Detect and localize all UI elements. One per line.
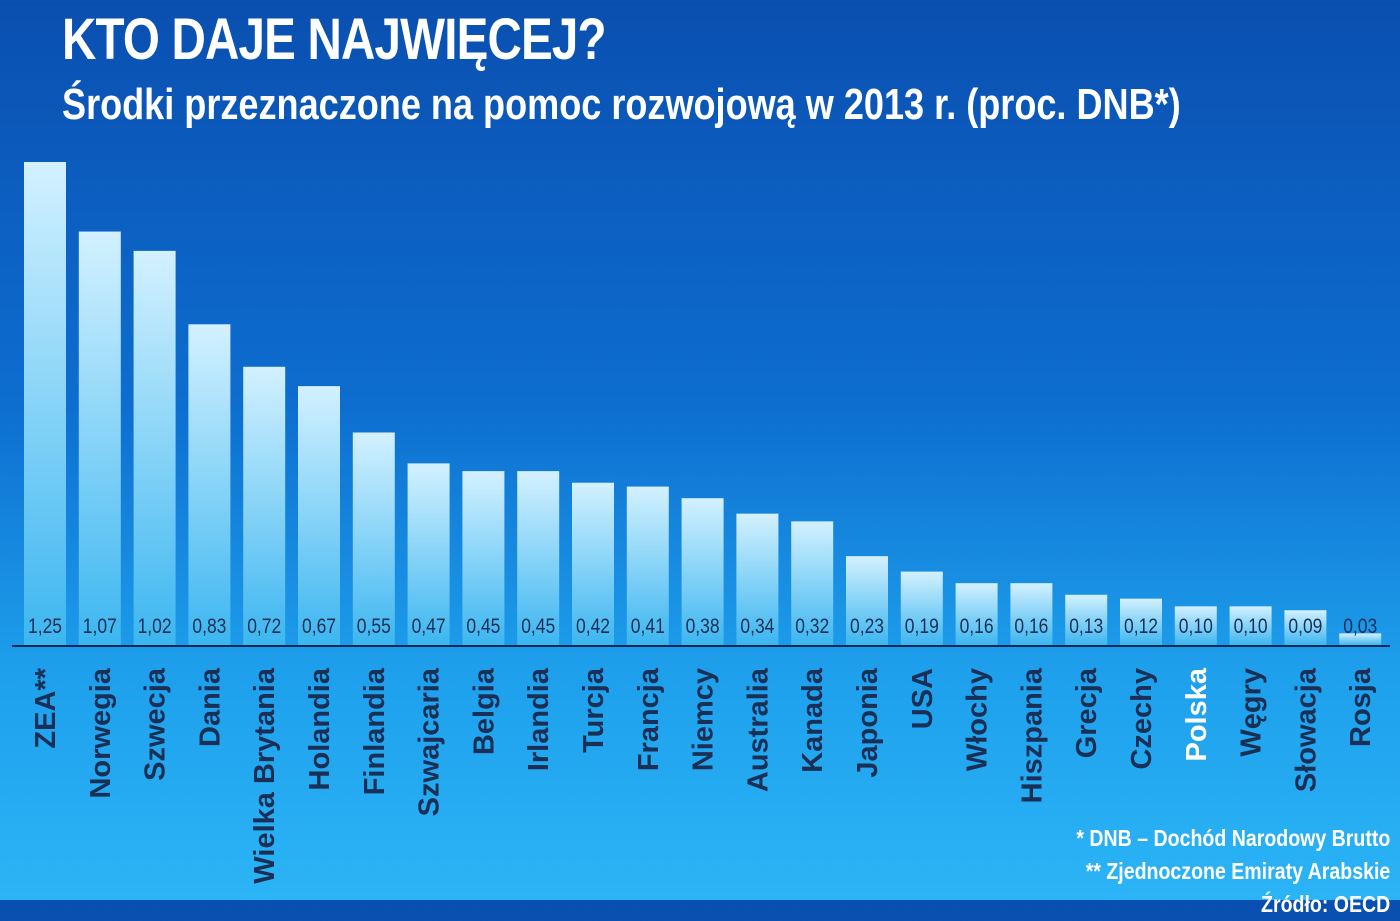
value-label: 0,23 xyxy=(850,615,884,638)
category-label: Niemcy xyxy=(688,668,720,771)
chart-title: KTO DAJE NAJWIĘCEJ? xyxy=(62,7,607,72)
bar-Dania xyxy=(188,324,231,645)
bar-USA xyxy=(900,571,943,645)
value-label: 0,55 xyxy=(357,615,391,638)
value-label: 0,16 xyxy=(960,615,994,638)
bar-Słowacja xyxy=(1284,610,1327,645)
category-label: Francja xyxy=(633,667,665,771)
category-label: Węgry xyxy=(1236,668,1268,757)
value-label: 0,03 xyxy=(1343,615,1377,638)
category-label: Słowacja xyxy=(1290,667,1322,792)
footnotes: * DNB – Dochód Narodowy Brutto ** Zjedno… xyxy=(1021,822,1390,921)
bar-Węgry xyxy=(1229,606,1272,645)
category-label: Australia xyxy=(742,667,774,792)
value-label: 0,45 xyxy=(466,615,500,638)
bar-Finlandia xyxy=(352,432,395,645)
category-label: Finlandia xyxy=(359,667,391,795)
category-label: Grecja xyxy=(1071,667,1103,758)
category-label: Włochy xyxy=(962,668,994,771)
category-label: Wielka Brytania xyxy=(249,667,281,884)
value-label: 0,10 xyxy=(1179,615,1213,638)
value-label: 0,45 xyxy=(521,615,555,638)
category-label: Szwecja xyxy=(140,667,172,781)
bar-Hiszpania xyxy=(1010,583,1053,645)
bar-Holandia xyxy=(298,386,340,645)
bar-Turcja xyxy=(572,482,614,645)
category-label: Holandia xyxy=(304,667,336,790)
category-label: ZEA** xyxy=(30,667,62,748)
bar-Czechy xyxy=(1120,598,1162,645)
footnote-zea: ** Zjednoczone Emiraty Arabskie xyxy=(1085,858,1390,884)
category-label: USA xyxy=(907,668,939,729)
source-note: Źródło: OECD xyxy=(1260,891,1390,917)
value-label: 0,32 xyxy=(795,615,829,638)
value-label: 1,25 xyxy=(28,615,62,638)
value-label: 0,83 xyxy=(192,615,226,638)
category-label: Turcja xyxy=(578,667,610,753)
bar-Francja xyxy=(626,486,669,645)
category-label: Japonia xyxy=(852,667,884,777)
bar-Grecja xyxy=(1065,594,1108,645)
value-label: 0,38 xyxy=(686,615,720,638)
bar-Rosja xyxy=(1339,633,1382,645)
value-label: 0,67 xyxy=(302,615,336,638)
value-label: 0,47 xyxy=(412,615,446,638)
category-label: Dania xyxy=(194,667,226,747)
value-label: 0,13 xyxy=(1069,615,1103,638)
bar-Kanada xyxy=(791,521,834,645)
value-label: 0,42 xyxy=(576,615,610,638)
category-label: Irlandia xyxy=(523,667,555,771)
value-label: 0,72 xyxy=(247,615,281,638)
bar-Niemcy xyxy=(681,498,724,645)
value-label: 1,07 xyxy=(83,615,117,638)
bar-Włochy xyxy=(955,583,998,645)
value-label: 0,19 xyxy=(905,615,939,638)
value-label: 0,16 xyxy=(1014,615,1048,638)
footnote-dnb: * DNB – Dochód Narodowy Brutto xyxy=(1076,825,1390,851)
value-label: 0,09 xyxy=(1288,615,1322,638)
category-label: Kanada xyxy=(797,667,829,773)
value-label: 0,41 xyxy=(631,615,665,638)
bar-Australia xyxy=(736,513,779,645)
category-label: Rosja xyxy=(1345,667,1377,747)
bar-Japonia xyxy=(846,556,888,645)
category-label: Norwegia xyxy=(85,667,117,798)
bar-Norwegia xyxy=(78,231,121,645)
category-label: Czechy xyxy=(1126,668,1158,770)
bar-Polska xyxy=(1174,606,1217,645)
category-label: Polska xyxy=(1181,667,1213,761)
bar-Szwecja xyxy=(133,250,176,645)
value-label: 1,02 xyxy=(138,615,172,638)
category-label: Hiszpania xyxy=(1016,667,1048,803)
value-label: 0,12 xyxy=(1124,615,1158,638)
value-label: 0,34 xyxy=(740,615,774,638)
category-label: Belgia xyxy=(468,667,500,755)
value-label: 0,10 xyxy=(1234,615,1268,638)
bar-Belgia xyxy=(462,471,505,645)
category-label: Szwajcaria xyxy=(414,667,446,816)
bar-ZEA** xyxy=(24,162,66,645)
chart-subtitle: Środki przeznaczone na pomoc rozwojową w… xyxy=(62,80,1181,129)
bar-Szwajcaria xyxy=(407,463,450,645)
bar-Wielka Brytania xyxy=(243,366,286,645)
bar-chart: 1,25 ZEA** 1,07 Norwegia 1,02 Szwecja 0,83 Dani… xyxy=(12,162,1390,884)
bar-Irlandia xyxy=(517,471,560,645)
